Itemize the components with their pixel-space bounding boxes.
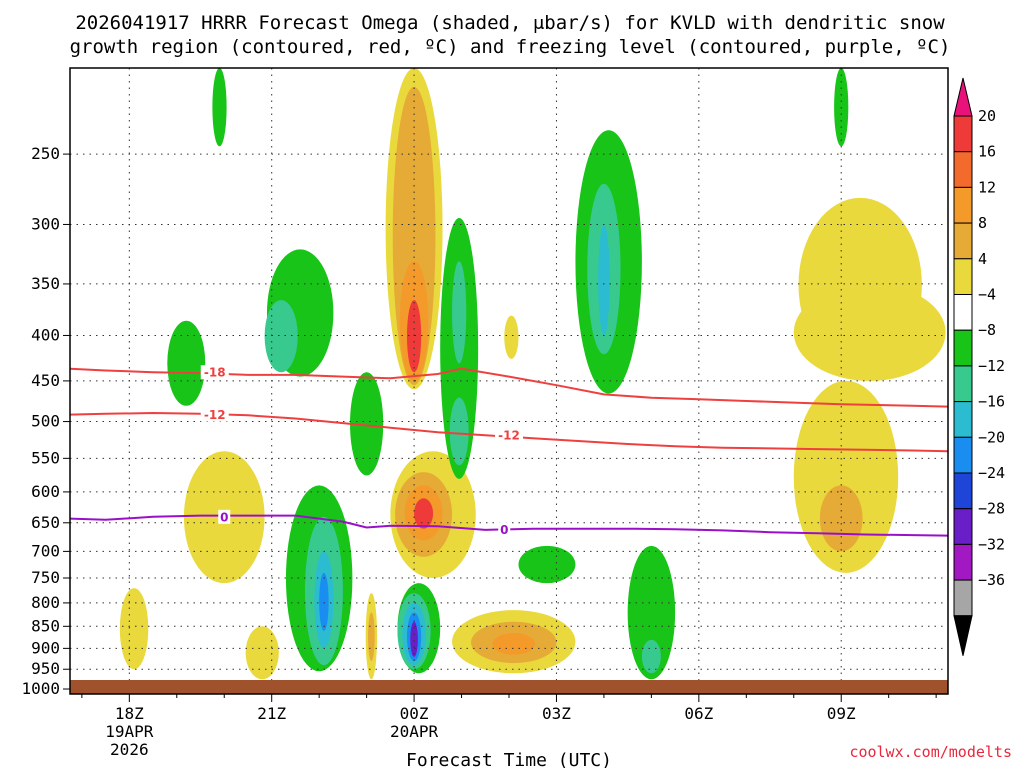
y-tick-label-250: 250	[31, 144, 60, 163]
y-tick-label-400: 400	[31, 325, 60, 344]
omega-negative-region-0	[212, 68, 227, 147]
x-tick-label-09Z: 09Z	[827, 704, 856, 723]
x-axis-label: Forecast Time (UTC)	[406, 750, 612, 768]
contour-label-0: -18	[204, 366, 226, 380]
colorbar-bottom-arrow	[953, 615, 973, 656]
omega-positive-region-19	[793, 380, 899, 573]
colorbar-label-12: −32	[978, 535, 1005, 553]
omega-positive-region-11	[119, 588, 149, 670]
colorbar-swatch-12	[953, 543, 973, 581]
omega-shading	[119, 68, 946, 680]
omega-negative-region-3	[167, 320, 206, 406]
colorbar-label-2: 12	[978, 178, 996, 196]
contour-label-bg-2	[495, 428, 523, 443]
ground-terrain	[70, 680, 948, 694]
contour-label-bg-3	[218, 509, 231, 524]
omega-negative-region-22	[641, 639, 661, 674]
colorbar-swatch-4	[953, 258, 973, 295]
contour-labels: -18 -12 -12 0 0	[200, 365, 523, 537]
colorbar-swatch-3	[953, 222, 973, 260]
x-tick-label-21Z: 21Z	[257, 704, 286, 723]
x-tick-date-00Z: 20APR	[390, 722, 439, 741]
x-tick-label-03Z: 03Z	[542, 704, 571, 723]
chart-title-line1: 2026041917 HRRR Forecast Omega (shaded, …	[75, 12, 945, 34]
colorbar-swatch-2	[953, 186, 973, 224]
x-tick-date-18Z: 19APR	[105, 722, 154, 741]
colorbar-swatch-10	[953, 472, 973, 510]
omega-positive-region-3	[406, 300, 422, 373]
plot-grid	[70, 68, 948, 694]
colorbar-swatch-6	[953, 329, 973, 367]
y-tick-label-950: 950	[31, 659, 60, 678]
colorbar-swatch-1	[953, 151, 973, 188]
omega-negative-region-8	[319, 572, 329, 631]
omega-positive-region-20	[819, 485, 863, 552]
omega-negative-region-20	[518, 545, 576, 584]
contour-label-3: 0	[220, 510, 228, 524]
colorbar-label-6: −8	[978, 321, 996, 339]
omega-negative-region-2	[264, 300, 298, 373]
y-tick-label-750: 750	[31, 568, 60, 587]
y-tick-label-600: 600	[31, 482, 60, 501]
colorbar-swatch-8	[953, 401, 973, 438]
x-tick-label-06Z: 06Z	[684, 704, 713, 723]
x-tick-year-18Z: 2026	[110, 740, 149, 759]
y-tick-label-700: 700	[31, 541, 60, 560]
colorbar-swatch-13	[953, 579, 973, 617]
y-axis-ticks: 250 300 350 400 450 500 550 600 650 700 750 800 850 9…	[21, 144, 70, 698]
y-tick-label-300: 300	[31, 214, 60, 233]
omega-positive-region-10	[492, 633, 536, 655]
colorbar: 20 16 12 8 4 −4 −8 −12 −16 −20 −24 −28 −32 −36	[953, 77, 1005, 656]
colorbar-label-8: −16	[978, 393, 1005, 411]
omega-positive-region-16	[504, 315, 519, 359]
omega-negative-region-4	[350, 372, 384, 476]
contour-line-2	[70, 514, 948, 537]
omega-negative-region-10	[452, 261, 467, 364]
colorbar-label-11: −28	[978, 500, 1005, 518]
omega-negative-region-19	[598, 224, 610, 336]
chart-title-line2: growth region (contoured, red, ºC) and f…	[70, 36, 951, 58]
x-tick-label-18Z: 18Z	[115, 704, 144, 723]
contour-label-1: -12	[204, 408, 226, 422]
y-tick-label-500: 500	[31, 412, 60, 431]
colorbar-swatch-11	[953, 508, 973, 545]
y-tick-label-850: 850	[31, 616, 60, 635]
colorbar-swatch-5	[953, 294, 973, 331]
colorbar-swatch-0	[953, 115, 973, 153]
omega-positive-region-18	[793, 283, 946, 381]
colorbar-label-3: 8	[978, 214, 987, 232]
credit-text: coolwx.com/modelts	[849, 743, 1012, 761]
contour-label-4: 0	[500, 523, 508, 537]
contour-label-bg-1	[200, 407, 229, 422]
y-tick-label-450: 450	[31, 371, 60, 390]
y-tick-label-550: 550	[31, 448, 60, 467]
omega-positive-region-13	[245, 626, 279, 680]
y-tick-label-350: 350	[31, 274, 60, 293]
colorbar-label-9: −20	[978, 428, 1005, 446]
contour-label-bg-0	[200, 365, 229, 380]
y-tick-label-1000: 1000	[21, 679, 60, 698]
colorbar-label-0: 20	[978, 107, 996, 125]
contour-label-bg-4	[498, 522, 511, 537]
colorbar-label-10: −24	[978, 464, 1005, 482]
y-tick-label-800: 800	[31, 593, 60, 612]
x-tick-label-00Z: 00Z	[400, 704, 429, 723]
colorbar-label-7: −12	[978, 357, 1005, 375]
omega-positive-region-15	[368, 612, 375, 662]
colorbar-swatch-7	[953, 365, 973, 403]
y-tick-label-900: 900	[31, 638, 60, 657]
contour-label-2: -12	[498, 429, 520, 443]
omega-negative-region-21	[627, 545, 676, 680]
omega-positive-region-7	[414, 498, 434, 529]
colorbar-label-1: 16	[978, 143, 996, 161]
colorbar-label-5: −4	[978, 286, 996, 304]
y-tick-label-650: 650	[31, 513, 60, 532]
colorbar-label-13: −36	[978, 571, 1005, 589]
colorbar-label-4: 4	[978, 250, 987, 268]
colorbar-top-arrow	[953, 77, 973, 117]
omega-negative-region-11	[449, 397, 469, 466]
colorbar-swatch-9	[953, 436, 973, 474]
